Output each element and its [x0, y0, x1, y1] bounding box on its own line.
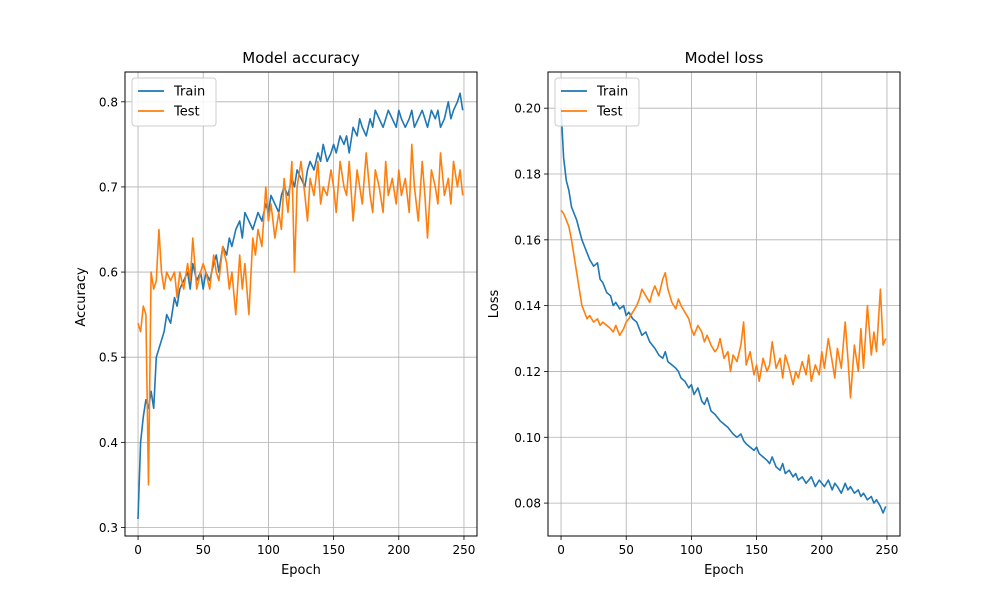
accuracy-y-tick-label: 0.4 — [99, 436, 118, 450]
loss-x-axis-label: Epoch — [704, 563, 744, 578]
accuracy-legend: Train Test — [131, 77, 217, 127]
accuracy-x-tick-label: 0 — [134, 543, 142, 557]
loss-y-tick-label: 0.08 — [514, 497, 541, 511]
accuracy-grid — [125, 72, 477, 536]
accuracy-y-axis-label: Accuracy — [74, 267, 89, 327]
accuracy-legend-label-train: Train — [173, 85, 205, 100]
accuracy-plot-frame — [124, 71, 478, 537]
loss-x-ticks: 0 50 100 150 200 250 — [557, 536, 898, 557]
loss-y-tick-label: 0.18 — [514, 168, 541, 182]
loss-plot-frame — [547, 71, 901, 537]
loss-legend-label-train: Train — [596, 85, 628, 100]
loss-y-tick-label: 0.10 — [514, 431, 541, 445]
accuracy-x-ticks: 0 50 100 150 200 250 — [134, 536, 475, 557]
accuracy-x-tick-label: 250 — [453, 543, 476, 557]
accuracy-y-tick-label: 0.5 — [99, 351, 118, 365]
accuracy-chart: Model accuracy Epoch Accuracy 0 50 100 150 2… — [74, 49, 478, 578]
accuracy-x-tick-label: 50 — [196, 543, 211, 557]
loss-x-tick-label: 100 — [680, 543, 703, 557]
loss-x-tick-label: 200 — [810, 543, 833, 557]
loss-series-group — [560, 108, 887, 514]
loss-series-train — [560, 108, 887, 514]
loss-legend: Train Test — [554, 77, 640, 127]
loss-y-tick-label: 0.16 — [514, 233, 541, 247]
loss-x-tick-label: 50 — [619, 543, 634, 557]
loss-legend-box — [554, 77, 640, 127]
accuracy-series-group — [137, 92, 464, 520]
accuracy-x-tick-label: 100 — [257, 543, 280, 557]
accuracy-series-train — [137, 92, 464, 520]
loss-series-test — [560, 209, 887, 399]
loss-x-tick-label: 150 — [745, 543, 768, 557]
accuracy-x-tick-label: 150 — [322, 543, 345, 557]
accuracy-y-tick-label: 0.6 — [99, 266, 118, 280]
loss-x-tick-label: 250 — [876, 543, 899, 557]
accuracy-y-tick-label: 0.3 — [99, 521, 118, 535]
loss-y-tick-label: 0.20 — [514, 102, 541, 116]
loss-y-tick-label: 0.12 — [514, 365, 541, 379]
loss-chart-title: Model loss — [685, 49, 764, 67]
loss-chart: Model loss Epoch Loss 0 50 100 150 200 250 0.… — [487, 49, 901, 578]
accuracy-y-tick-label: 0.7 — [99, 180, 118, 194]
accuracy-y-tick-label: 0.8 — [99, 95, 118, 109]
loss-y-ticks: 0.08 0.10 0.12 0.14 0.16 0.18 0.20 — [514, 102, 548, 511]
loss-legend-label-test: Test — [596, 105, 623, 120]
loss-y-tick-label: 0.14 — [514, 299, 541, 313]
loss-x-tick-label: 0 — [557, 543, 565, 557]
accuracy-chart-title: Model accuracy — [242, 49, 360, 67]
accuracy-x-tick-label: 200 — [387, 543, 410, 557]
accuracy-y-ticks: 0.3 0.4 0.5 0.6 0.7 0.8 — [99, 95, 125, 535]
loss-y-axis-label: Loss — [487, 290, 502, 319]
loss-grid — [548, 72, 900, 536]
accuracy-series-test — [137, 143, 464, 486]
accuracy-legend-label-test: Test — [173, 105, 200, 120]
accuracy-x-axis-label: Epoch — [281, 563, 321, 578]
accuracy-legend-box — [131, 77, 217, 127]
